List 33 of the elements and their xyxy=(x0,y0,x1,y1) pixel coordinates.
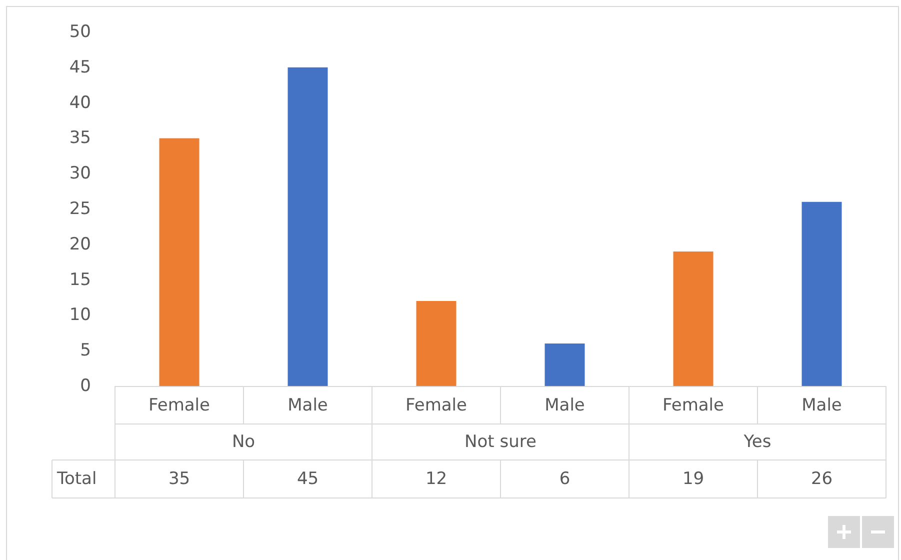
bar xyxy=(673,251,714,386)
x-tick-label: Male xyxy=(544,396,585,416)
data-label: 26 xyxy=(810,469,833,489)
x-tick-label: Female xyxy=(662,396,724,416)
y-tick-label: 45 xyxy=(69,57,91,78)
y-tick-label: 5 xyxy=(80,340,91,361)
x-tick-label: Female xyxy=(406,396,467,416)
data-label: 19 xyxy=(682,469,704,489)
y-tick-label: 50 xyxy=(69,22,91,42)
x-tick-label: Male xyxy=(802,396,842,416)
x-tick-label: Female xyxy=(148,396,210,416)
y-tick-label: 40 xyxy=(69,92,91,113)
x-tick-label: Male xyxy=(288,396,328,416)
y-tick-label: 25 xyxy=(69,199,91,219)
data-label: 6 xyxy=(559,469,570,489)
bar xyxy=(288,67,328,386)
text: Yes xyxy=(742,432,772,452)
y-tick-label: 30 xyxy=(69,164,91,184)
bar xyxy=(802,202,842,386)
data-label: 12 xyxy=(425,469,448,489)
y-tick-label: 35 xyxy=(69,128,91,148)
bar xyxy=(544,344,585,386)
data-label: 45 xyxy=(296,469,319,489)
y-tick-label: 0 xyxy=(80,376,91,396)
y-tick-label: 10 xyxy=(69,305,91,326)
y-tick-label: 15 xyxy=(69,270,91,290)
bar xyxy=(416,301,456,386)
text: Not sure xyxy=(464,432,536,452)
y-tick-label: 20 xyxy=(69,234,91,254)
text: Total xyxy=(56,469,97,489)
bar xyxy=(159,138,200,386)
data-label: 35 xyxy=(168,469,190,489)
text: No xyxy=(232,432,256,452)
